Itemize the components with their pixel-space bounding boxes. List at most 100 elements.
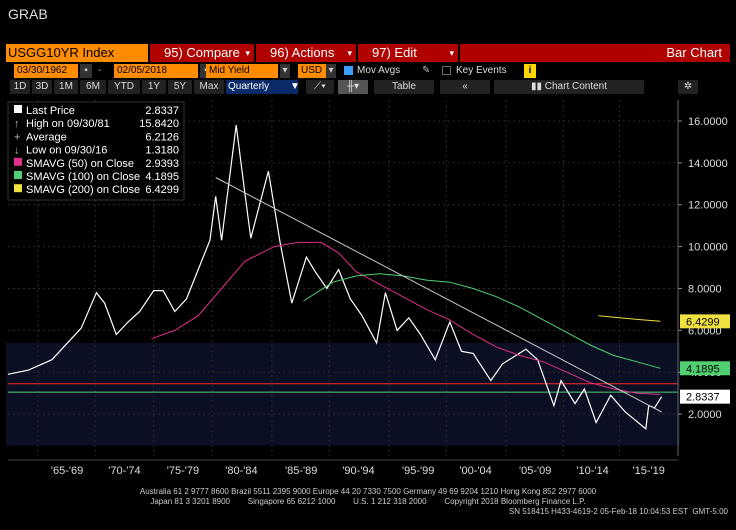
key-events-checkbox[interactable]: [442, 66, 451, 75]
footer-session: SN 518415 H433-4619-2 05-Feb-18 10:04:53…: [508, 507, 728, 516]
x-tick-label: '10-'14: [576, 465, 608, 477]
x-tick-label: '70-'74: [108, 465, 140, 477]
info-icon[interactable]: i: [524, 64, 536, 78]
y-tick-label: 16.0000: [688, 116, 728, 128]
footer-copyright: Japan 81 3 3201 8900 Singapore 65 6212 1…: [150, 497, 586, 506]
table-button[interactable]: Table: [374, 80, 434, 94]
chevron-down-icon: ▾: [347, 48, 352, 58]
x-tick-label: '90-'94: [342, 465, 374, 477]
y-tick-label: 6.0000: [688, 325, 722, 337]
legend-swatch: [14, 184, 22, 193]
legend-value: 6.2126: [145, 131, 179, 143]
y-tick-label: 8.0000: [688, 283, 722, 295]
edit-label: 97) Edit: [372, 45, 417, 60]
field-select[interactable]: Mid Yield: [206, 64, 278, 78]
period-5y[interactable]: 5Y: [168, 80, 192, 94]
legend-marker-icon: ↓: [14, 145, 20, 157]
x-axis: '65-'69 '70-'74 '75-'79 '80-'84 '85-'89 '90-'…: [8, 459, 678, 477]
legend-value: 1.3180: [145, 145, 179, 157]
x-tick-label: '85-'89: [285, 465, 317, 477]
period-1d[interactable]: 1D: [10, 80, 30, 94]
pencil-icon[interactable]: ✎: [422, 65, 431, 76]
value-badge: [680, 389, 730, 404]
period-3d[interactable]: 3D: [32, 80, 52, 94]
x-tick-label: '80-'84: [225, 465, 257, 477]
series-group: [7, 125, 663, 430]
currency-select[interactable]: USD: [298, 64, 326, 78]
bars-icon: ▮▮: [530, 81, 545, 92]
chart-content-label: Chart Content: [544, 81, 608, 92]
chevron-down-icon: ▾: [245, 48, 250, 58]
chart-content-button[interactable]: ▮▮ Chart Content: [494, 80, 644, 94]
actions-label: 96) Actions: [270, 45, 335, 60]
legend-label: SMAVG (100) on Close: [26, 171, 140, 183]
x-tick-label: '05-'09: [519, 465, 551, 477]
value-badge-text: 4.1895: [686, 363, 720, 375]
legend-swatch: [14, 157, 22, 166]
x-tick-label: '75-'79: [167, 465, 199, 477]
period-1m[interactable]: 1M: [54, 80, 78, 94]
series-line: [303, 273, 661, 369]
value-badge-text: 2.8337: [686, 392, 720, 404]
window-title: GRAB: [8, 6, 48, 22]
date-separator: -: [98, 65, 102, 76]
period-ytd[interactable]: YTD: [108, 80, 140, 94]
compare-button[interactable]: 95) Compare ▾: [150, 44, 254, 62]
legend-swatch: [14, 171, 22, 179]
x-tick-label: '65-'69: [51, 465, 83, 477]
y-tick-label: 2.0000: [688, 409, 722, 421]
yield-chart: 2.00004.00006.00008.000010.000012.000014…: [0, 94, 736, 486]
start-date-input[interactable]: 03/30/1962: [14, 64, 78, 78]
chevron-down-icon: ▾: [449, 48, 454, 58]
compare-label: 95) Compare: [164, 45, 240, 60]
legend-value: 4.1895: [145, 171, 179, 183]
reference-lines: [8, 383, 678, 393]
legend-box: [7, 101, 185, 201]
value-badge-text: 6.4299: [686, 316, 720, 328]
series-line: [7, 125, 663, 430]
edit-button[interactable]: 97) Edit ▾: [358, 44, 458, 62]
actions-button[interactable]: 96) Actions ▾: [256, 44, 356, 62]
value-badge: [680, 361, 730, 376]
period-max[interactable]: Max: [194, 80, 224, 94]
y-tick-label: 10.0000: [688, 242, 728, 254]
x-tick-label: '00-'04: [459, 465, 491, 477]
gear-icon[interactable]: ✲: [678, 80, 698, 94]
view-type-button[interactable]: Bar Chart: [460, 44, 730, 62]
legend-value: 2.9393: [145, 158, 179, 170]
legend-swatch: [14, 105, 22, 113]
y-tick-label: 12.0000: [688, 200, 728, 212]
legend-marker-icon: +: [14, 131, 20, 143]
double-left-arrow-icon[interactable]: «: [440, 80, 490, 94]
legend-marker-icon: ↑: [14, 118, 20, 130]
mov-avgs-label: Mov Avgs: [357, 65, 401, 76]
chart-legend: Last Price 2.8337 ↑ High on 09/30/81 15.8420…: [7, 101, 185, 201]
legend-label: SMAVG (200) on Close: [26, 184, 140, 196]
end-date-input[interactable]: 02/05/2018: [114, 64, 198, 78]
legend-value: 15.8420: [139, 118, 179, 130]
footer-contacts: Australia 61 2 9777 8600 Brazil 5511 239…: [139, 487, 597, 496]
x-tick-label: '95-'99: [402, 465, 434, 477]
series-line: [151, 241, 661, 395]
frequency-select[interactable]: Quarterly: [226, 80, 298, 94]
legend-value: 2.8337: [145, 105, 179, 117]
line-chart-icon[interactable]: ⟋▾: [306, 80, 334, 94]
ticker-field[interactable]: USGG10YR Index: [6, 44, 148, 62]
key-events-label: Key Events: [456, 65, 507, 76]
chevron-down-icon[interactable]: ▾: [280, 64, 290, 78]
period-1y[interactable]: 1Y: [142, 80, 166, 94]
period-6m[interactable]: 6M: [80, 80, 106, 94]
calendar-icon[interactable]: ▪: [80, 64, 92, 78]
mov-avgs-checkbox[interactable]: [344, 66, 353, 75]
legend-value: 6.4299: [145, 184, 179, 196]
y-tick-label: 14.0000: [688, 158, 728, 170]
x-tick-label: '15-'19: [633, 465, 665, 477]
legend-label: Average: [26, 131, 67, 143]
legend-label: Last Price: [26, 105, 75, 117]
last-value-badges: 6.4299 4.1895 2.8337: [680, 314, 730, 404]
chevron-down-icon[interactable]: ▾: [326, 64, 336, 78]
chevron-down-icon: ▼: [290, 81, 300, 92]
legend-label: High on 09/30/81: [26, 118, 110, 130]
low-yield-band: [6, 342, 680, 446]
bar-style-icon[interactable]: ╫▾: [338, 80, 368, 94]
